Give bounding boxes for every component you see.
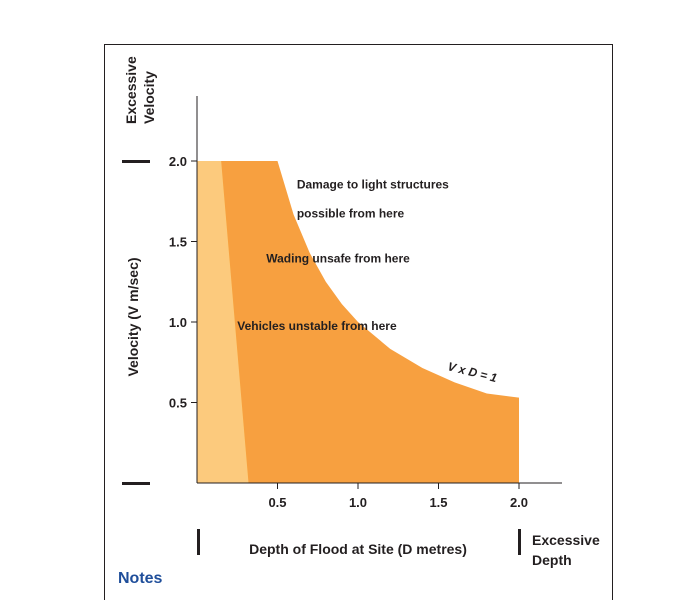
region-annotation: Wading unsafe from here (266, 251, 410, 265)
y-tick-label: 1.0 (169, 315, 187, 330)
excessive-velocity-label: Excessive Velocity (123, 52, 157, 124)
hazard-regions (197, 161, 519, 483)
region-annotation: Damage to light structures (297, 177, 449, 191)
y-tick-label: 1.5 (169, 235, 187, 250)
region-annotation: possible from here (297, 206, 405, 220)
x-tick-label: 0.5 (268, 495, 286, 510)
notes-heading: Notes (118, 570, 163, 587)
excessive-depth-marker-left (197, 529, 200, 555)
frame-left-border (104, 44, 105, 600)
excessive-velocity-marker-top (122, 160, 150, 163)
x-axis-label: Depth of Flood at Site (D metres) (249, 541, 467, 557)
x-tick-label: 1.5 (429, 495, 447, 510)
frame-right-border (612, 44, 613, 600)
region-annotations: Damage to light structures possible from … (237, 177, 449, 333)
y-tick-label: 0.5 (169, 396, 187, 411)
x-tick-label: 2.0 (510, 495, 528, 510)
excessive-depth-label: Excessive Depth (532, 532, 604, 568)
excessive-depth-marker-right (518, 529, 521, 555)
excessive-velocity-marker-bottom (122, 482, 150, 485)
region-safe (197, 161, 249, 483)
region-annotation: Vehicles unstable from here (237, 319, 397, 333)
y-tick-label: 2.0 (169, 154, 187, 169)
y-axis-label: Velocity (V m/sec) (125, 257, 141, 376)
x-tick-label: 1.0 (349, 495, 367, 510)
curve-label: V x D = 1 (446, 359, 499, 385)
axis-ticks: 0.5 1.0 1.5 2.0 0.5 1.0 1.5 2.0 (169, 154, 528, 510)
frame-top-border (104, 44, 613, 45)
